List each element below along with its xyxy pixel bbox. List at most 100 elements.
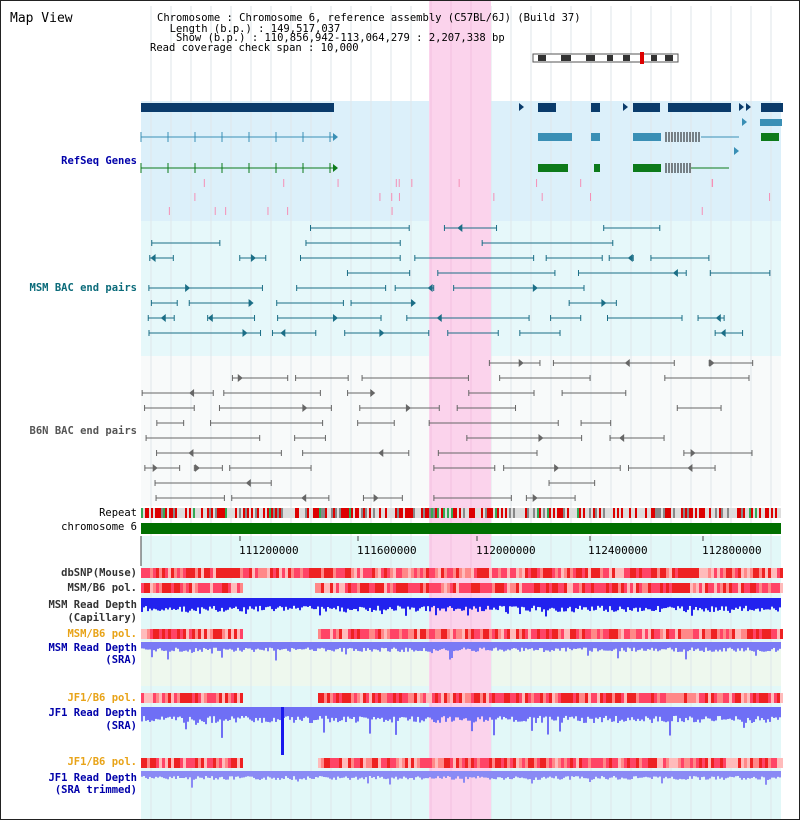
depth-bar: [445, 771, 447, 778]
depth-bar: [449, 707, 451, 717]
pol-mark: [558, 583, 561, 593]
pol-mark: [378, 583, 381, 593]
depth-bar: [463, 642, 465, 648]
pol-mark: [711, 758, 714, 768]
pol-mark: [477, 629, 480, 639]
pol-mark: [144, 758, 147, 768]
pol-mark: [192, 758, 195, 768]
track-label-msm-bac[interactable]: MSM BAC end pairs: [29, 282, 137, 294]
depth-bar: [311, 771, 313, 779]
depth-bar: [647, 642, 649, 650]
dbsnp-mark: [552, 568, 555, 578]
depth-bar: [711, 598, 713, 607]
pol-mark: [156, 629, 159, 639]
dbsnp-mark: [165, 568, 168, 578]
repeat-mark: [649, 508, 651, 518]
repeat-mark: [393, 508, 395, 518]
depth-bar: [333, 707, 335, 721]
dbsnp-mark: [270, 568, 273, 578]
depth-bar: [531, 598, 533, 609]
depth-bar: [173, 642, 175, 652]
pol-mark: [576, 758, 579, 768]
pol-mark: [501, 693, 504, 703]
repeat-mark: [501, 508, 503, 518]
depth-bar: [457, 642, 459, 651]
repeat-mark: [411, 508, 413, 518]
repeat-mark: [529, 508, 531, 518]
pol-mark: [561, 583, 564, 593]
repeat-mark: [565, 508, 567, 518]
depth-bar: [665, 771, 667, 777]
pol-mark: [432, 693, 435, 703]
depth-bar: [161, 642, 163, 651]
depth-bar: [589, 771, 591, 782]
depth-bar: [431, 598, 433, 608]
pol-mark: [744, 629, 747, 639]
pol-mark: [420, 629, 423, 639]
depth-bar: [151, 707, 153, 721]
pol-mark: [492, 583, 495, 593]
pol-mark: [615, 693, 618, 703]
repeat-mark: [381, 508, 383, 518]
depth-bar: [269, 771, 271, 778]
pol-mark: [219, 693, 222, 703]
depth-bar: [719, 707, 721, 717]
depth-bar: [143, 771, 145, 777]
dbsnp-mark: [390, 568, 393, 578]
pol-mark: [678, 758, 681, 768]
pol-mark: [531, 583, 534, 593]
depth-bar: [141, 598, 143, 612]
repeat-mark: [545, 508, 547, 518]
dbsnp-mark: [525, 568, 528, 578]
pol-mark: [441, 693, 444, 703]
track-label-refseq[interactable]: RefSeq Genes: [61, 155, 137, 167]
depth-bar: [693, 707, 695, 723]
pol-mark: [768, 629, 771, 639]
depth-bar: [389, 598, 391, 608]
repeat-mark: [767, 508, 769, 518]
depth-bar: [363, 642, 365, 648]
pol-mark: [432, 758, 435, 768]
pol-mark: [534, 693, 537, 703]
pol-mark: [447, 629, 450, 639]
depth-bar: [695, 771, 697, 777]
repeat-mark: [595, 508, 597, 518]
gene-arrow: [333, 164, 338, 172]
depth-bar: [745, 771, 747, 780]
dbsnp-mark: [690, 568, 693, 578]
repeat-mark: [459, 508, 461, 518]
track-label-b6n-bac[interactable]: B6N BAC end pairs: [29, 425, 137, 437]
depth-bar: [267, 707, 269, 722]
depth-bar: [621, 771, 623, 778]
repeat-mark: [203, 508, 205, 518]
depth-bar: [219, 642, 221, 651]
pol-mark: [708, 583, 711, 593]
depth-bar: [167, 771, 169, 780]
depth-bar: [375, 707, 377, 720]
dbsnp-mark: [504, 568, 507, 578]
depth-bar: [457, 771, 459, 777]
dbsnp-mark: [648, 568, 651, 578]
depth-bar: [417, 771, 419, 777]
pol-mark: [516, 583, 519, 593]
repeat-mark: [331, 508, 333, 518]
depth-bar: [407, 771, 409, 780]
depth-bar: [517, 707, 519, 722]
repeat-mark: [665, 508, 667, 518]
depth-bar: [239, 642, 241, 651]
dbsnp-mark: [519, 568, 522, 578]
depth-bar: [467, 642, 469, 649]
pol-mark: [150, 583, 153, 593]
pol-mark: [405, 758, 408, 768]
depth-bar: [311, 707, 313, 723]
pol-mark: [600, 693, 603, 703]
repeat-mark: [185, 508, 187, 518]
depth-bar: [377, 771, 379, 777]
depth-bar: [437, 771, 439, 777]
depth-bar: [525, 771, 527, 779]
pol-mark: [588, 629, 591, 639]
pol-mark: [765, 629, 768, 639]
dbsnp-mark: [615, 568, 618, 578]
depth-bar: [171, 598, 173, 610]
